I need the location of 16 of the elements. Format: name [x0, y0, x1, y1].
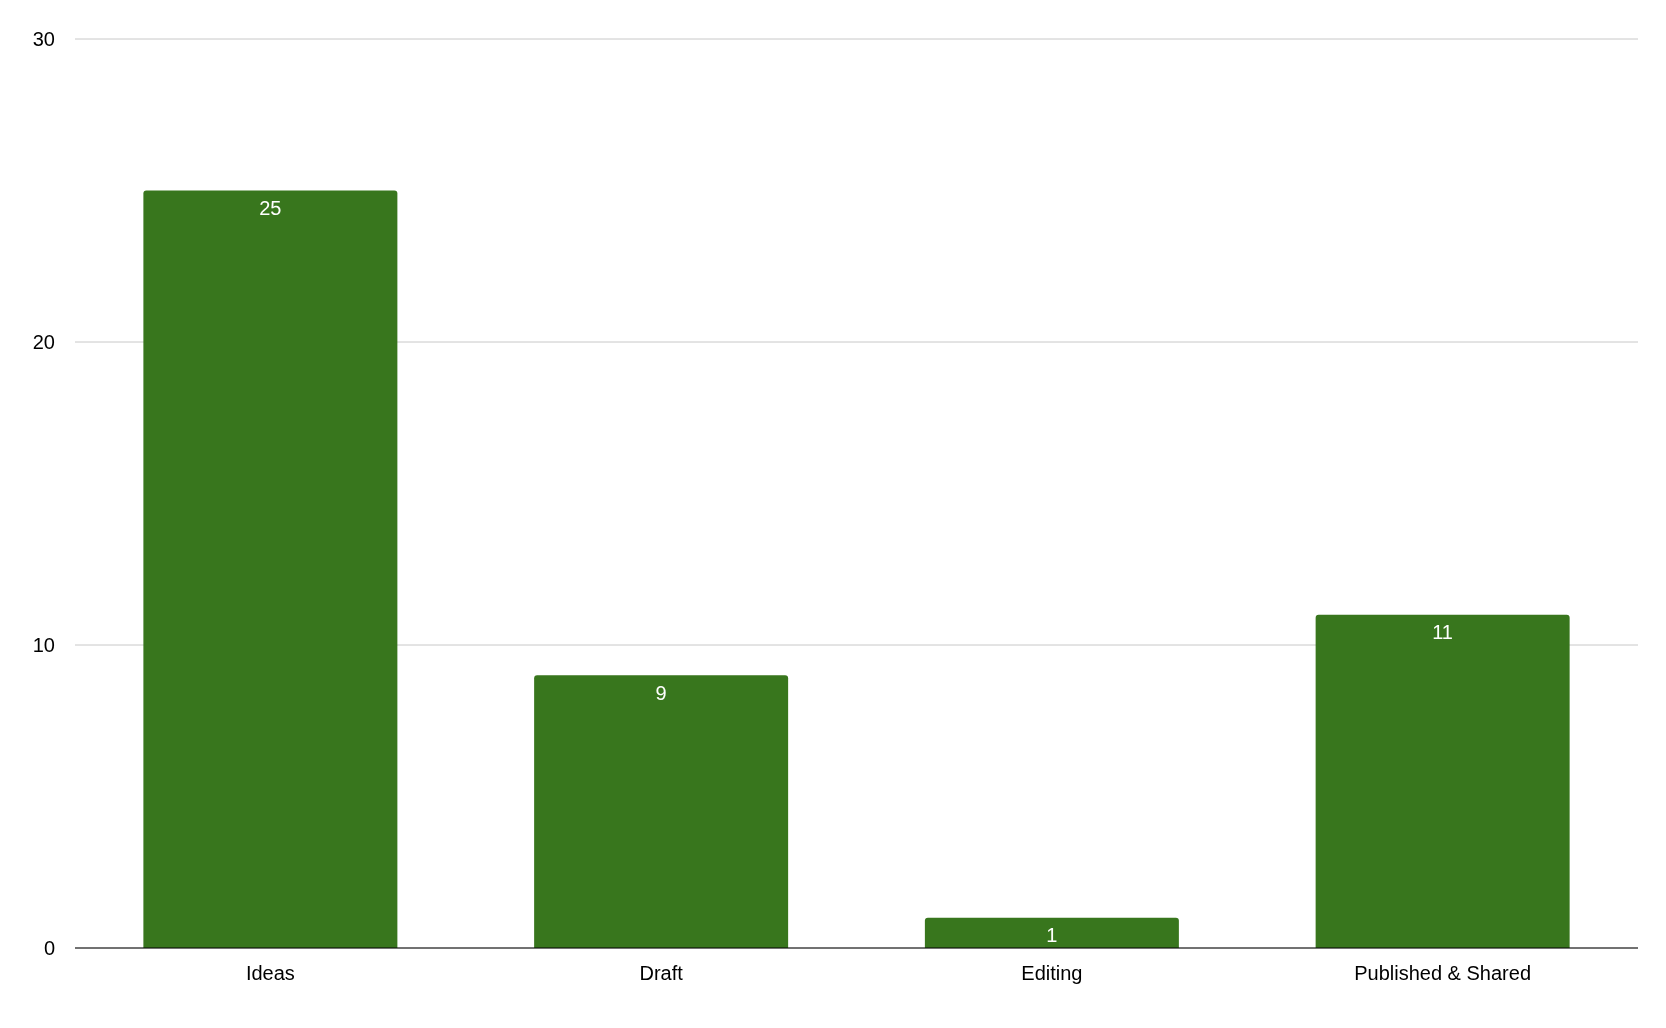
data-label: 25	[259, 196, 282, 219]
x-tick-label: Published & Shared	[1354, 962, 1532, 985]
x-tick-label: Editing	[1021, 962, 1083, 985]
x-tick-label: Ideas	[245, 962, 295, 985]
y-tick-label: 20	[32, 331, 55, 354]
bar	[924, 917, 1179, 948]
y-tick-label: 0	[43, 937, 55, 960]
data-label: 11	[1432, 620, 1454, 643]
y-tick-label: 30	[32, 28, 55, 51]
data-label: 1	[1046, 923, 1058, 946]
data-label: 9	[655, 681, 667, 704]
y-tick-label: 10	[32, 634, 55, 657]
bar	[534, 675, 789, 948]
x-tick-label: Draft	[639, 962, 684, 985]
bar	[143, 190, 398, 948]
bar	[1315, 614, 1570, 948]
